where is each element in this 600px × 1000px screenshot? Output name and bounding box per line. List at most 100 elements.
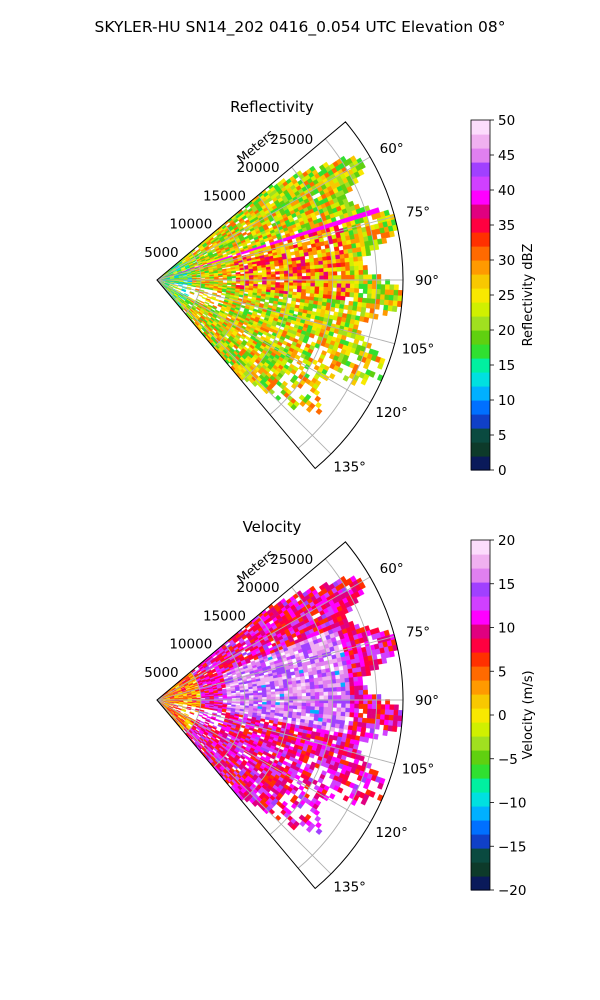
range-ring [213, 643, 246, 768]
sector-frame [156, 121, 404, 470]
reflectivity-panel: Reflectivity500010000150002000025000Mete… [144, 98, 536, 479]
colorbar: 0 5 10 15 20 25 30 35 40 45 50 Reflectivity dBZ [470, 113, 536, 479]
colorbar-tick-label: 15 [498, 358, 515, 374]
range-tick-label: 20000 [237, 160, 280, 176]
azimuth-gridline [156, 215, 395, 281]
azimuth-tick-label: 75° [406, 205, 430, 221]
colorbar-swatch [471, 820, 490, 835]
radar-field [156, 575, 404, 835]
colorbar-label: Reflectivity dBZ [521, 244, 536, 347]
colorbar-swatch [471, 806, 490, 821]
azimuth-gridline [156, 279, 371, 404]
colorbar-tick-label: 10 [498, 393, 515, 409]
colorbar-swatch [471, 624, 490, 639]
azimuth-tick-label: 105° [402, 341, 435, 357]
colorbar-swatch [471, 708, 490, 723]
colorbar-swatch [471, 792, 490, 807]
radar-field [156, 155, 404, 415]
colorbar-swatch [471, 582, 490, 597]
colorbar-tick-label: 5 [498, 428, 507, 444]
colorbar-tick-label: 50 [498, 113, 515, 129]
colorbar-tick-label: 25 [498, 288, 515, 304]
colorbar: −20 −15 −10 −5 0 5 10 15 20 Velocity (m/s) [470, 533, 536, 899]
range-ring [269, 586, 334, 835]
colorbar-swatch [471, 358, 490, 373]
colorbar-swatch [471, 428, 490, 443]
colorbar-swatch [471, 834, 490, 849]
range-tick-label: 10000 [169, 637, 212, 653]
colorbar-swatch [471, 876, 490, 891]
azimuth-tick-label: 60° [380, 141, 404, 157]
colorbar-swatch [471, 288, 490, 303]
azimuth-tick-label: 60° [380, 561, 404, 577]
azimuth-tick-label: 135° [333, 880, 366, 896]
polar-grid [156, 558, 403, 875]
range-tick-label: 15000 [203, 188, 246, 204]
range-tick-label: 5000 [144, 665, 178, 681]
colorbar-swatch [471, 148, 490, 163]
colorbar-swatch [471, 302, 490, 317]
colorbar-tick-label: 20 [498, 533, 515, 549]
colorbar-swatch [471, 862, 490, 877]
azimuth-gridline [156, 699, 332, 875]
colorbar-swatch [471, 764, 490, 779]
azimuth-gridline [156, 279, 395, 345]
colorbar-swatch [471, 652, 490, 667]
colorbar-swatch [471, 722, 490, 737]
colorbar-swatch [471, 848, 490, 863]
azimuth-tick-label: 120° [375, 825, 408, 841]
colorbar-swatch [471, 232, 490, 247]
colorbar-swatch [471, 414, 490, 429]
colorbar-swatch [471, 610, 490, 625]
azimuth-gridline [156, 699, 371, 824]
colorbar-swatch [471, 344, 490, 359]
range-ring [184, 251, 202, 314]
colorbar-swatch [471, 274, 490, 289]
colorbar-swatch [471, 330, 490, 345]
colorbar-swatch [471, 694, 490, 709]
colorbar-swatch [471, 680, 490, 695]
colorbar-tick-label: −10 [498, 796, 527, 812]
colorbar-tick-label: −5 [498, 752, 518, 768]
range-tick-label: 5000 [144, 245, 178, 261]
range-ring [241, 615, 290, 802]
colorbar-swatch [471, 540, 490, 555]
colorbar-swatch [471, 456, 490, 471]
colorbar-tick-label: −15 [498, 839, 527, 855]
azimuth-tick-label: 135° [333, 460, 366, 476]
colorbar-swatch [471, 778, 490, 793]
colorbar-tick-label: −20 [498, 883, 527, 899]
range-ring [297, 558, 378, 869]
azimuth-tick-label: 120° [375, 405, 408, 421]
range-ring [297, 138, 378, 449]
chart-title: Reflectivity [230, 98, 314, 116]
polar-grid [156, 138, 403, 455]
colorbar-swatch [471, 386, 490, 401]
colorbar-tick-label: 0 [498, 463, 507, 479]
colorbar-swatch [471, 442, 490, 457]
colorbar-tick-label: 15 [498, 577, 515, 593]
colorbar-tick-label: 5 [498, 664, 507, 680]
range-ring [269, 166, 334, 415]
azimuth-tick-label: 75° [406, 625, 430, 641]
range-tick-label: 20000 [237, 580, 280, 596]
range-ring [241, 195, 290, 382]
azimuth-gridline [156, 279, 332, 455]
azimuth-tick-label: 105° [402, 761, 435, 777]
colorbar-tick-label: 45 [498, 148, 515, 164]
range-tick-label: 25000 [270, 552, 313, 568]
colorbar-tick-label: 0 [498, 708, 507, 724]
colorbar-tick-label: 30 [498, 253, 515, 269]
colorbar-tick-label: 40 [498, 183, 515, 199]
azimuth-tick-label: 90° [415, 273, 439, 289]
colorbar-swatch [471, 638, 490, 653]
colorbar-swatch [471, 134, 490, 149]
range-ring [184, 671, 202, 734]
colorbar-swatch [471, 190, 490, 205]
range-tick-label: 25000 [270, 132, 313, 148]
colorbar-swatch [471, 176, 490, 191]
colorbar-swatch [471, 246, 490, 261]
colorbar-swatch [471, 218, 490, 233]
colorbar-tick-label: 35 [498, 218, 515, 234]
